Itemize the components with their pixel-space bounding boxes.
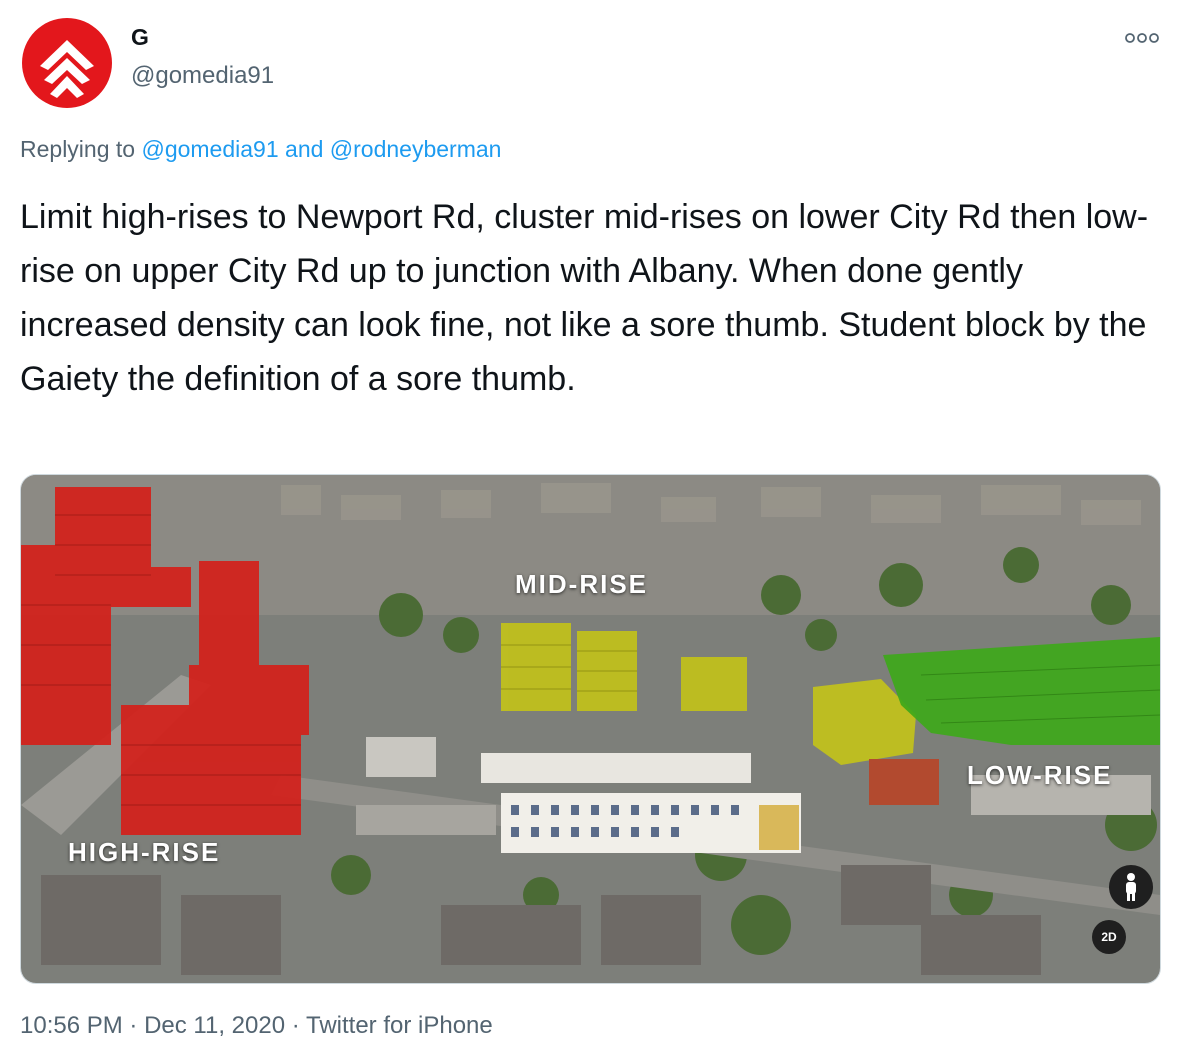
author-name[interactable]: G — [131, 24, 149, 50]
avatar[interactable] — [22, 18, 112, 108]
reply-prefix: Replying to — [20, 136, 136, 162]
more-options-icon[interactable] — [1122, 28, 1162, 48]
mid-rise-label: MID-RISE — [515, 569, 648, 599]
low-rise-label: LOW-RISE — [967, 760, 1113, 790]
tweet-text: Limit high-rises to Newport Rd, cluster … — [20, 198, 1149, 398]
tweet-metadata: 10:56 PM · Dec 11, 2020 · Twitter for iP… — [20, 1012, 493, 1040]
tweet-source[interactable]: Twitter for iPhone — [305, 1012, 493, 1039]
meta-separator: · — [291, 1012, 300, 1039]
meta-separator: · — [129, 1012, 138, 1039]
reply-user-link-2[interactable]: @rodneyberman — [329, 136, 502, 162]
view-toggle-2d-button[interactable]: 2D — [1092, 920, 1126, 954]
high-rise-label: HIGH-RISE — [68, 837, 221, 867]
reply-conjunction: and — [285, 136, 324, 162]
tweet-time[interactable]: 10:56 PM — [20, 1012, 123, 1039]
tweet-image[interactable]: MID-RISE HIGH-RISE LOW-RISE 2D — [20, 474, 1161, 984]
street-view-pegman-icon[interactable] — [1109, 865, 1153, 909]
author-handle[interactable]: @gomedia91 — [131, 62, 275, 89]
reply-user-link-1[interactable]: @gomedia91 — [141, 136, 279, 162]
red-chevron-logo-icon — [22, 18, 112, 108]
aerial-city-map-image — [21, 475, 1160, 983]
reply-context: Replying to @gomedia91 and @rodneyberman — [20, 136, 501, 163]
tweet-date[interactable]: Dec 11, 2020 — [144, 1012, 286, 1039]
